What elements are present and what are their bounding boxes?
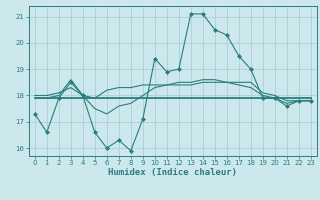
X-axis label: Humidex (Indice chaleur): Humidex (Indice chaleur) [108,168,237,177]
